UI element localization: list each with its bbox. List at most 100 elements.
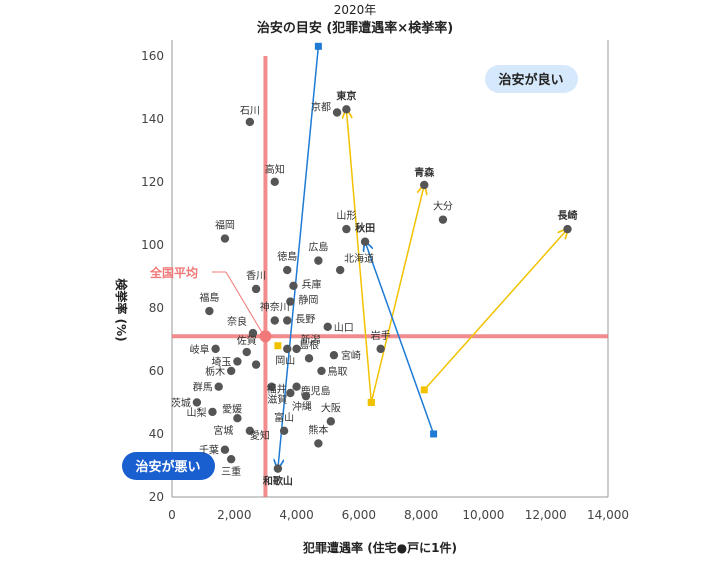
data-point [283,344,292,354]
movement-origin-marker [420,386,428,394]
data-point [205,306,214,316]
data-point [245,426,255,436]
data-point [208,407,217,417]
point-label: 広島 [308,241,328,254]
x-tick-label: 6,000 [342,508,376,522]
point-label: 富山 [274,411,294,424]
y-tick-label: 40 [149,427,164,441]
data-point [220,234,230,243]
point-label: 福島 [199,291,219,304]
data-point [314,256,323,265]
data-point [233,414,242,423]
y-tick-label: 120 [141,175,164,189]
point-label: 兵庫 [301,278,321,291]
data-point [329,350,339,360]
point-label: 滋賀 [267,393,287,406]
point-label: 群馬 [193,381,213,394]
data-point [226,366,236,376]
movement-arrow [278,46,320,468]
data-point [283,316,292,325]
point-label: 東京 [336,89,356,102]
x-tick-label: 14,000 [587,508,629,522]
x-tick-label: 10,000 [462,508,504,522]
data-point [438,215,448,224]
point-label: 熊本 [308,423,328,436]
movement-origin-marker [367,398,375,406]
movement-arrow [346,109,373,403]
data-point [245,117,255,127]
data-point [251,360,261,369]
data-point [301,391,311,401]
data-point [289,281,298,291]
data-point [251,284,261,294]
data-point [220,445,230,454]
point-label: 埼玉 [211,355,231,368]
data-point [286,388,295,398]
data-point [273,464,283,473]
movement-origin-marker [430,430,438,438]
data-point [248,328,258,338]
data-point [326,417,336,426]
point-label: 愛知 [250,429,270,442]
data-point [270,316,279,325]
data-point [270,177,279,187]
movement-arrow [365,242,435,435]
point-label: 岡山 [275,355,295,367]
good-quadrant-badge [485,65,578,93]
point-label: 高知 [265,163,285,176]
data-point [192,398,202,407]
chart-title: 治安の目安 (犯罪遭遇率×検挙率) [257,20,453,36]
point-label: 島根 [299,338,319,351]
movement-arrow [423,229,567,391]
y-tick-label: 100 [141,238,164,252]
bad-quadrant-label: 治安が悪い [135,459,200,475]
x-tick-label: 0 [168,508,176,522]
point-label: 岐阜 [190,343,210,356]
point-label: 新潟 [301,333,321,346]
x-tick-label: 8,000 [404,508,438,522]
data-point [211,344,220,354]
data-point [342,105,351,114]
point-label: 沖縄 [292,400,312,413]
point-label: 大分 [433,200,453,213]
data-point [214,382,223,391]
point-label: 長野 [295,314,315,326]
data-point [342,224,351,234]
point-label: 大阪 [321,401,341,414]
data-point [314,439,323,448]
point-label: 福井 [267,383,287,396]
data-point [317,366,326,376]
point-label: 千葉 [199,444,219,457]
data-point [283,265,292,275]
data-point [420,180,429,190]
point-label: 栃木 [205,365,225,378]
y-tick-label: 20 [149,490,164,504]
point-label: 徳島 [277,250,297,263]
point-label: 福岡 [215,219,235,232]
y-tick-label: 80 [149,301,164,315]
x-tick-label: 2,000 [217,508,251,522]
data-point [376,344,385,354]
data-point [286,297,295,306]
point-label: 奈良 [227,315,247,328]
data-point [279,426,289,436]
data-point [292,344,301,354]
point-label: 石川 [240,106,260,117]
y-tick-label: 60 [149,364,164,378]
good-quadrant-label: 治安が良い [498,72,563,88]
data-point [267,382,276,391]
average-label: 全国平均 [149,265,198,280]
data-point [242,347,251,357]
extra-marker [274,342,282,350]
point-label: 静岡 [298,294,318,307]
y-axis-label: 検挙率 (%) [114,278,129,341]
point-label: 山口 [334,322,354,334]
data-point [292,382,301,391]
point-label: 愛媛 [222,403,242,416]
data-point [233,357,242,366]
point-label: 長崎 [558,209,578,222]
y-tick-label: 140 [141,112,164,126]
x-axis-label: 犯罪遭遇率 (住宅●戸に1件) [302,540,457,555]
point-label: 和歌山 [262,475,293,488]
